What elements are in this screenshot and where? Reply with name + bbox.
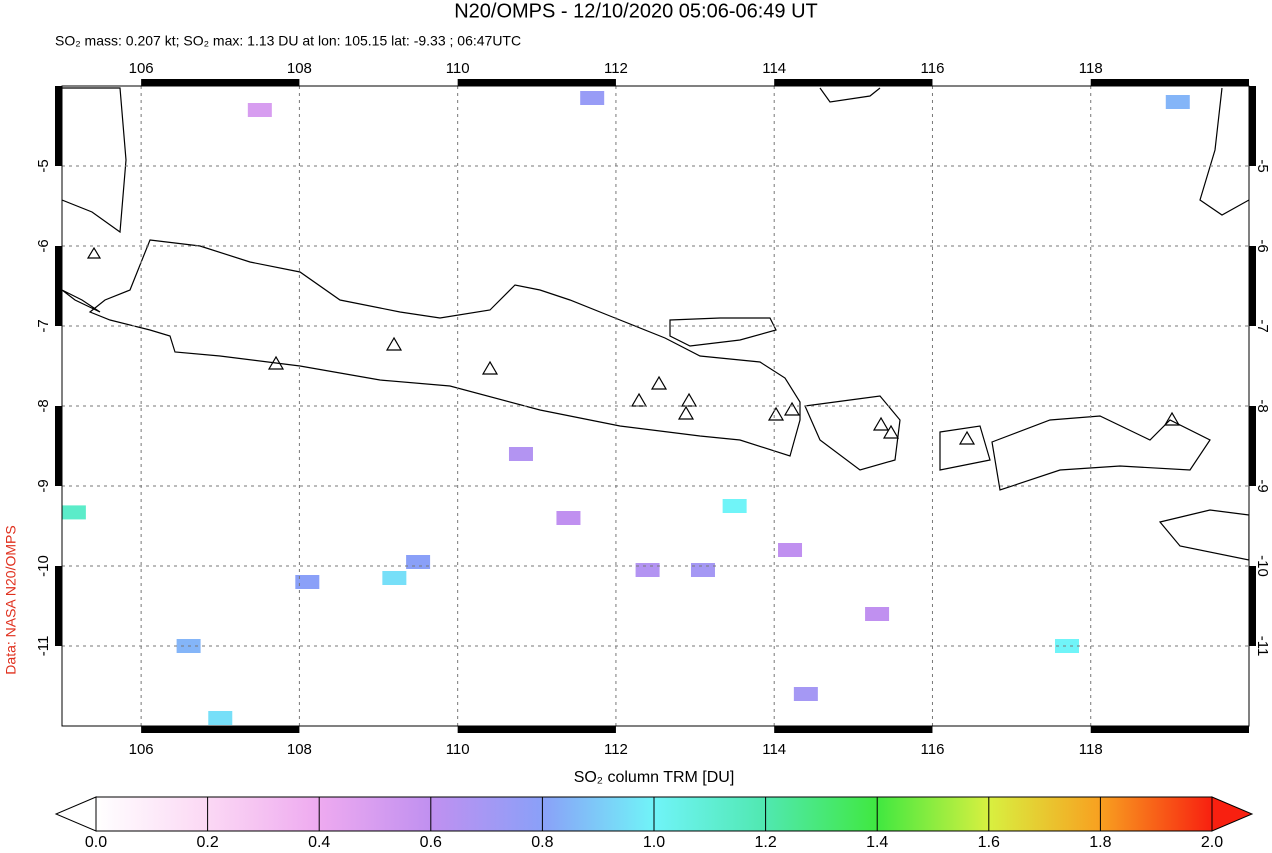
so2-pixel <box>556 511 581 525</box>
title: N20/OMPS - 12/10/2020 05:06-06:49 UT <box>454 0 818 22</box>
so2-pixel <box>778 543 803 557</box>
x-tick-label: 118 <box>1079 60 1103 77</box>
frame-bar <box>774 79 933 86</box>
colorbar-under <box>54 796 97 832</box>
so2-pixel <box>382 571 407 585</box>
so2-pixel <box>295 575 320 589</box>
y-tick-label: -6 <box>35 239 52 252</box>
x-tick-label: 116 <box>921 741 945 758</box>
subtitle: SO₂ mass: 0.207 kt; SO₂ max: 1.13 DU at … <box>55 33 521 49</box>
so2-pixel <box>406 555 431 569</box>
colorbar-tick-label: 1.4 <box>866 834 888 851</box>
so2-pixel <box>508 447 533 461</box>
so2-pixel <box>635 563 660 577</box>
y-tick-label: -9 <box>35 479 52 492</box>
x-tick-label: 118 <box>1079 741 1103 758</box>
y-tick-label: -11 <box>1254 636 1271 657</box>
frame-bar <box>1249 86 1256 166</box>
pixel-layer <box>62 91 1190 725</box>
map-frame <box>61 85 1250 727</box>
y-tick-label: -6 <box>1254 239 1271 252</box>
frame-bar <box>1249 566 1256 646</box>
y-tick-label: -7 <box>1254 319 1271 332</box>
colorbar-tick-label: 1.8 <box>1089 834 1111 851</box>
x-tick-label: 116 <box>921 60 945 77</box>
colorbar-tick-label: 0.8 <box>531 834 553 851</box>
so2-pixel <box>1165 95 1190 109</box>
frame-bar <box>1090 79 1249 86</box>
colorbar-tick-label: 1.2 <box>754 834 776 851</box>
x-tick-label: 110 <box>446 60 470 77</box>
coastline <box>62 87 1249 561</box>
so2-pixel <box>247 103 272 117</box>
so2-pixel <box>690 563 715 577</box>
colorbar-tick-label: 0.2 <box>196 834 218 851</box>
y-tick-label: -8 <box>1254 399 1271 412</box>
colorbar-tick-label: 2.0 <box>1201 834 1223 851</box>
so2-pixel <box>208 711 233 725</box>
credit: Data: NASA N20/OMPS <box>3 525 19 674</box>
frame-bar <box>141 726 300 733</box>
y-tick-label: -9 <box>1254 479 1271 492</box>
coastlines <box>62 87 1249 561</box>
x-tick-label: 106 <box>129 741 154 758</box>
frame-bar <box>55 86 62 166</box>
x-tick-label: 114 <box>762 60 786 77</box>
axes: 106 106 108 108 110 110 112 112 114 114 116 116 118 1… <box>35 60 1271 758</box>
x-tick-label: 106 <box>129 60 154 77</box>
frame-bar <box>1249 406 1256 486</box>
y-tick-label: -10 <box>35 555 52 577</box>
colorbar-tick-label: 1.0 <box>643 834 665 851</box>
colorbar-tick-label: 1.6 <box>978 834 1000 851</box>
y-tick-label: -7 <box>35 319 52 332</box>
colorbar-label: SO₂ column TRM [DU] <box>574 769 735 786</box>
y-tick-label: -5 <box>1254 159 1271 172</box>
y-tick-label: -10 <box>1254 555 1271 577</box>
frame-bar <box>55 406 62 486</box>
colorbar-tick-label: 0.0 <box>85 834 107 851</box>
frame-bar <box>774 726 933 733</box>
frame-bar <box>457 726 616 733</box>
y-tick-label: -5 <box>35 159 52 172</box>
x-tick-label: 112 <box>604 60 628 77</box>
y-tick-label: -8 <box>35 399 52 412</box>
frame-bar <box>55 246 62 326</box>
so2-pixel <box>1054 639 1079 653</box>
frame-bar <box>141 79 300 86</box>
x-tick-label: 108 <box>287 60 312 77</box>
y-tick-label: -11 <box>35 636 52 657</box>
x-tick-label: 114 <box>762 741 786 758</box>
frame-bar <box>457 79 616 86</box>
so2-pixel <box>62 505 86 520</box>
so2-pixel <box>722 499 747 513</box>
x-tick-label: 112 <box>604 741 628 758</box>
so2-pixel <box>793 687 818 701</box>
frame-bar <box>1249 246 1256 326</box>
colorbar-over <box>1211 796 1254 832</box>
so2-pixel <box>580 91 605 105</box>
x-tick-label: 110 <box>446 741 470 758</box>
frame-bar <box>1090 726 1249 733</box>
so2-pixel <box>865 607 890 621</box>
frame-bar <box>55 566 62 646</box>
x-tick-label: 108 <box>287 741 312 758</box>
colorbar-tick-label: 0.6 <box>420 834 442 851</box>
colorbar-tick-label: 0.4 <box>308 834 330 851</box>
